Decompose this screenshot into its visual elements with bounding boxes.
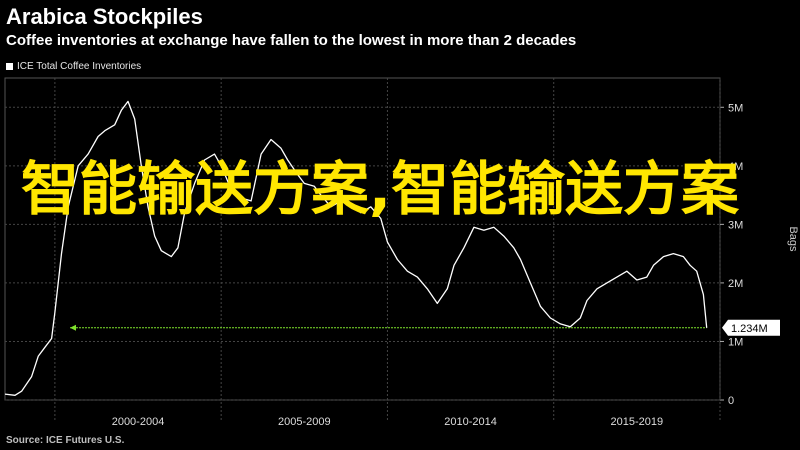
x-tick-label: 2010-2014 xyxy=(444,416,497,428)
y-tick-label: 0 xyxy=(728,395,734,407)
series-line xyxy=(4,100,708,396)
chart-title: Arabica Stockpiles xyxy=(6,4,203,29)
reference-arrow xyxy=(70,324,76,331)
x-tick-label: 2000-2004 xyxy=(112,416,165,428)
y-tick-label: 3M xyxy=(728,219,743,231)
last-value-tag xyxy=(722,319,780,336)
x-tick-label: 2005-2009 xyxy=(278,416,331,428)
x-tick-label: 2015-2019 xyxy=(611,416,664,428)
last-value-label: 1.234M xyxy=(731,323,768,335)
chart-legend: ICE Total Coffee Inventories xyxy=(6,61,141,72)
y-tick-label: 4M xyxy=(728,161,743,173)
y-tick-label: 1M xyxy=(728,336,743,348)
chart-subtitle: Coffee inventories at exchange have fall… xyxy=(6,32,577,49)
legend-label: ICE Total Coffee Inventories xyxy=(17,61,142,72)
y-tick-label: 2M xyxy=(728,278,743,290)
legend-swatch xyxy=(6,63,13,70)
y-axis-label: Bags xyxy=(787,226,799,252)
y-tick-label: 5M xyxy=(728,102,743,114)
source-note: Source: ICE Futures U.S. xyxy=(6,435,125,446)
